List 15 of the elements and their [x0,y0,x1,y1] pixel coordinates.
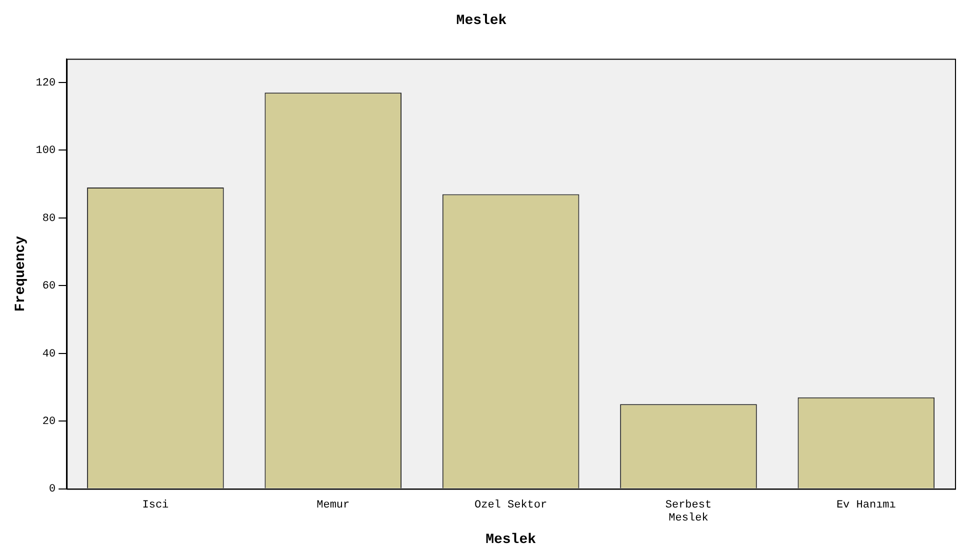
y-tick-label: 60 [42,280,56,293]
y-tick-label: 40 [42,348,56,360]
y-tick-label: 20 [42,416,56,428]
x-tick-label: Ozel Sektor [474,499,548,512]
x-tick-label: Memur [316,499,350,512]
x-tick-label: Serbest Meslek [665,499,712,525]
x-tick-label: Ev Hanımı [836,499,896,512]
x-axis-title: Meslek [486,532,536,548]
y-tick-label: 120 [36,77,56,90]
chart-title: Meslek [456,12,507,29]
x-tick-label: Isci [142,499,170,512]
y-axis-title: Frequency [12,235,29,312]
y-tick-label: 0 [48,484,56,496]
y-tick-label: 100 [36,145,56,158]
y-tick-label: 80 [42,212,56,225]
